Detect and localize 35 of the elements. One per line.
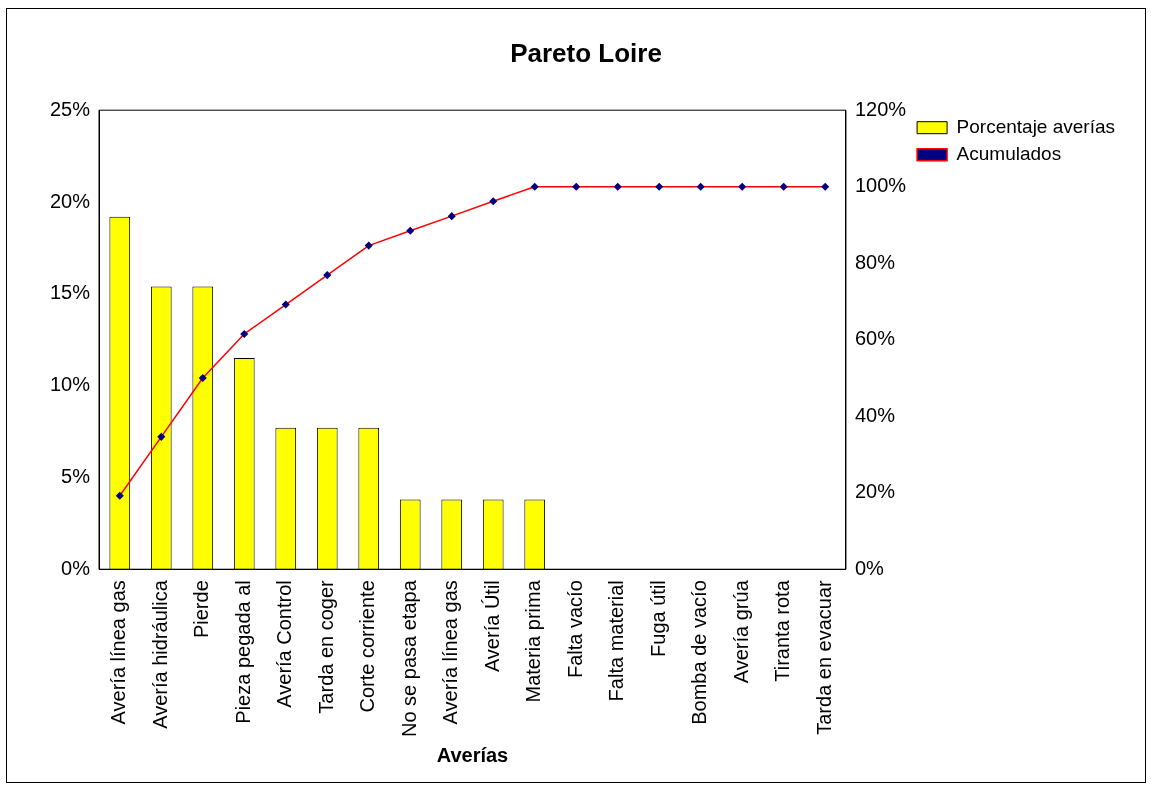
legend-label: Porcentaje averías <box>956 115 1115 137</box>
x-tick-label: Materia prima <box>522 579 545 703</box>
x-tick-label: Tiranta rota <box>771 579 794 682</box>
x-tick-label: Corte corriente <box>356 580 379 713</box>
y2-tick-label: 60% <box>854 327 896 350</box>
x-tick-label: Falta material <box>605 580 628 702</box>
y2-tick-label: 20% <box>854 480 896 503</box>
y2-tick-label: 100% <box>854 174 907 197</box>
x-tick-label: Tarda en coger <box>314 579 337 714</box>
x-axis-title: Averías <box>436 743 509 766</box>
x-tick-label: Pierde <box>190 580 213 639</box>
y2-tick-label: 0% <box>854 556 885 579</box>
y-tick-label: 5% <box>61 464 91 487</box>
x-tick-label: Avería Útil <box>480 580 503 673</box>
y-tick-label: 20% <box>50 189 91 212</box>
x-tick-label: Avería línea gas <box>107 580 130 725</box>
x-tick-label: Fuga útil <box>646 580 669 657</box>
y-tick-label: 10% <box>50 373 91 396</box>
y-tick-label: 0% <box>61 556 91 579</box>
x-tick-label: Avería Control <box>273 580 296 708</box>
x-tick-label: Avería línea gas <box>439 580 462 725</box>
x-tick-label: Avería grúa <box>729 579 752 684</box>
x-tick-label: Tarda en evacuar <box>812 579 835 735</box>
x-tick-label: No se pasa etapa <box>397 579 420 737</box>
x-tick-label: Bomba de vacío <box>688 580 711 725</box>
y2-tick-label: 120% <box>854 97 907 120</box>
y2-tick-label: 40% <box>854 403 896 426</box>
x-tick-label: Falta vacío <box>563 580 586 679</box>
x-tick-label: Avería hidráulica <box>148 579 171 729</box>
x-tick-label: Pieza pegada al <box>231 580 254 724</box>
chart-title: Pareto Loire <box>510 37 662 68</box>
y2-tick-label: 80% <box>854 250 896 273</box>
y-tick-label: 25% <box>50 97 91 120</box>
y-tick-label: 15% <box>50 281 91 304</box>
legend-label: Acumulados <box>956 142 1062 164</box>
